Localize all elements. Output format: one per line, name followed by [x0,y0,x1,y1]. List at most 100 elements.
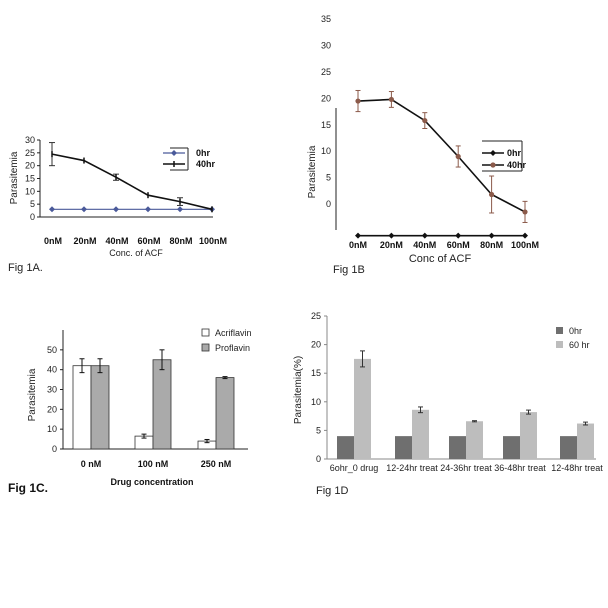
data-point [177,206,183,213]
x-tick-label: 100nM [199,236,227,246]
bar [449,436,466,459]
x-tick-label: 100nM [511,240,539,250]
legend-label: 0hr [569,326,582,336]
legend-label: 0hr [507,148,522,158]
data-point [113,206,119,213]
y-axis-label: Parasitemia [27,368,38,421]
y-tick-label: 10 [25,186,35,196]
bar [560,436,577,459]
x-tick-label: 24-36hr treat [440,463,492,473]
legend-swatch [201,343,210,352]
y-tick-label: 30 [47,385,57,395]
data-point [455,232,462,239]
chart-1b: 0 5 10 15 20 25 30 35 0nM 20nM 40nM 60nM 80nM 100nM Co… [307,14,539,276]
x-tick-label: 80nM [480,240,503,250]
x-tick-label: 60nM [447,240,470,250]
y-tick-label: 30 [321,41,331,51]
figure-label: Fig 1D [316,485,348,497]
x-tick-label: 100 nM [138,459,169,469]
y-tick-label: 25 [25,148,35,158]
x-axis-label: Conc of ACF [409,253,472,265]
legend-marker [490,162,496,168]
x-tick-label: 60nM [137,236,160,246]
y-tick-label: 25 [321,67,331,77]
y-tick-label: 0 [52,444,57,454]
y-tick-label: 15 [311,368,321,378]
bar [72,365,92,450]
y-tick-label: 5 [326,173,331,183]
x-tick-label: 40nM [413,240,436,250]
legend-marker [171,150,177,156]
figure-label: Fig 1C. [8,481,48,495]
data-point [421,232,428,239]
legend-swatch [201,328,210,337]
x-tick-label: 250 nM [201,459,232,469]
y-tick-label: 5 [30,199,35,209]
legend-swatch [556,327,563,334]
series-line [51,153,213,211]
x-tick-label: 20nM [73,236,96,246]
data-point [422,117,428,124]
bar [503,436,520,459]
y-axis-label: Parasitemia [9,151,20,204]
y-tick-label: 5 [316,425,321,435]
data-point [355,98,361,104]
x-tick-label: 80nM [169,236,192,246]
legend-label: 0hr [196,148,211,158]
x-axis-label: Conc. of ACF [109,248,163,258]
series-line [357,98,526,213]
y-tick-label: 10 [47,424,57,434]
data-point [488,232,495,239]
bar [337,436,354,459]
y-tick-label: 20 [25,161,35,171]
legend-marker [490,150,496,156]
bar [90,365,110,450]
y-tick-label: 20 [311,340,321,350]
data-point [522,232,528,239]
x-tick-label: 12-24hr treat [386,463,438,473]
bar [577,423,594,459]
y-axis-label: Parasitemia(%) [293,356,304,424]
data-point [455,153,461,160]
data-point [522,209,528,215]
y-tick-label: 20 [47,404,57,414]
x-tick-label: 0nM [349,240,367,250]
y-axis-label: Parasitemia [307,145,318,198]
x-tick-label: 12-48hr treat [551,463,603,473]
x-tick-label: 36-48hr treat [494,463,546,473]
bar [215,377,235,450]
legend-swatch [556,341,563,348]
y-tick-label: 30 [25,135,35,145]
data-point [49,206,55,213]
legend-label: Acriflavin [215,328,252,338]
x-tick-label: 0nM [44,236,62,246]
legend-label: 40hr [196,159,216,169]
legend-label: Proflavin [215,343,250,353]
y-tick-label: 15 [25,174,35,184]
bar [395,436,412,459]
data-point [145,206,151,213]
x-tick-label: 0 nM [81,459,102,469]
y-tick-label: 0 [326,199,331,209]
x-tick-label: 40nM [105,236,128,246]
chart-1a: 0 5 10 15 20 25 30 0nM 20nM 40nM 60nM 80nM 100nM Conc… [8,135,227,274]
x-tick-label: 6ohr_0 drug [330,463,379,473]
y-tick-label: 0 [316,454,321,464]
x-axis-label: Drug concentration [110,477,193,487]
y-tick-label: 10 [311,397,321,407]
chart-1d: 0 5 10 15 20 25 6ohr_0 drug 12-24hr treat 24-36h… [293,311,603,497]
data-point [388,96,394,103]
y-tick-label: 10 [321,146,331,156]
bar [520,412,537,459]
bar [412,409,429,459]
y-tick-label: 35 [321,14,331,24]
bar [466,421,483,459]
y-tick-label: 50 [47,345,57,355]
figure-label: Fig 1A. [8,262,43,274]
data-point [81,206,87,213]
y-tick-label: 40 [47,365,57,375]
legend-label: 60 hr [569,340,590,350]
data-point [388,232,395,239]
data-point [355,232,361,239]
